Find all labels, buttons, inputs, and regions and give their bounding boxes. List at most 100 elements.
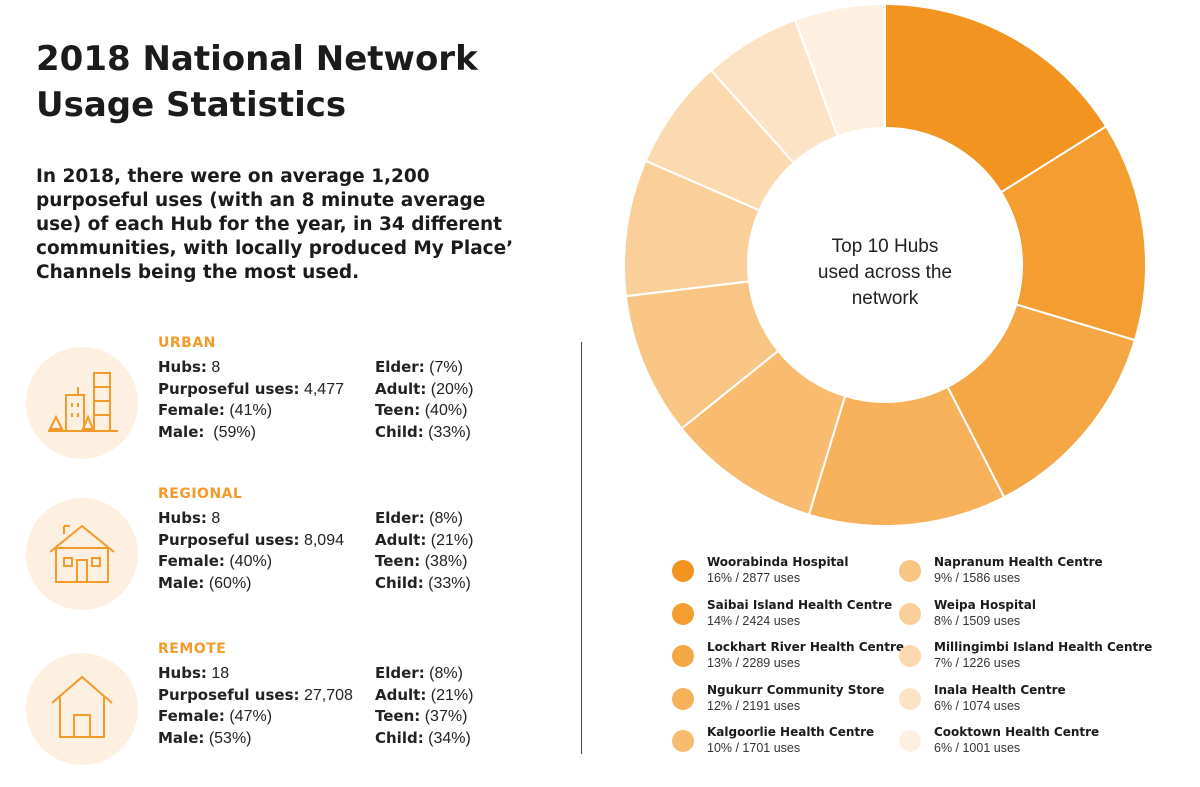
legend-item: Lockhart River Health Centre 13% / 2289 u… bbox=[672, 640, 912, 676]
stat-label: Elder: bbox=[375, 358, 425, 376]
legend-swatch bbox=[899, 560, 921, 582]
legend-name: Woorabinda Hospital bbox=[707, 555, 849, 569]
stat-label: Elder: bbox=[375, 664, 425, 682]
stat-label: Female: bbox=[158, 707, 225, 725]
hut-icon bbox=[26, 653, 138, 765]
legend-name: Inala Health Centre bbox=[934, 682, 1066, 697]
page-title: 2018 National Network Usage Statistics bbox=[36, 39, 478, 125]
stats-column-left: Hubs: 8 Purposeful uses: 4,477 Female: (41… bbox=[158, 357, 344, 443]
category-urban: URBAN Hubs: 8 Purposeful uses: 4,477 Female… bbox=[0, 335, 560, 460]
stat-value: (20%) bbox=[426, 380, 474, 398]
stat-label: Teen: bbox=[375, 401, 421, 419]
stat-line: Purposeful uses: 8,094 bbox=[158, 530, 344, 552]
category-name: REMOTE bbox=[158, 641, 227, 657]
stat-label: Child: bbox=[375, 573, 424, 592]
stat-label: Purposeful uses: bbox=[158, 379, 300, 398]
stat-value: (47%) bbox=[224, 708, 273, 725]
legend-value: 12% / 2191 uses bbox=[707, 698, 801, 713]
intro-paragraph: In 2018, there were on average 1,200 pur… bbox=[36, 166, 514, 283]
legend-name: Kalgoorlie Health Centre bbox=[707, 725, 875, 739]
stat-value: (33%) bbox=[423, 574, 471, 592]
stat-value: (40%) bbox=[224, 553, 273, 570]
stat-value: 8,094 bbox=[299, 531, 344, 549]
stat-label: Adult: bbox=[375, 685, 427, 704]
stats-column-right: Elder: (8%) Adult: (21%) Teen: (37%) Child:… bbox=[375, 663, 473, 749]
stat-label: Teen: bbox=[375, 707, 421, 725]
stats-column-right: Elder: (7%) Adult: (20%) Teen: (40%) Child:… bbox=[375, 357, 473, 443]
stat-line: Child: (33%) bbox=[375, 422, 473, 444]
stat-value: (34%) bbox=[423, 729, 471, 747]
donut-slice bbox=[999, 125, 1145, 342]
category-remote: REMOTE Hubs: 18 Purposeful uses: 27,708 Fem… bbox=[0, 641, 560, 766]
stat-line: Purposeful uses: 27,708 bbox=[158, 685, 353, 707]
stat-value: (59%) bbox=[204, 423, 256, 441]
city-buildings-icon bbox=[26, 347, 138, 459]
legend-item: Woorabinda Hospital 16% / 2877 uses bbox=[672, 555, 912, 591]
stat-line: Male: (53%) bbox=[158, 728, 353, 750]
stat-line: Child: (33%) bbox=[375, 573, 473, 595]
stat-value: (7%) bbox=[424, 359, 463, 376]
legend-swatch bbox=[672, 645, 694, 667]
category-name: REGIONAL bbox=[158, 486, 243, 502]
stat-value: (21%) bbox=[426, 531, 474, 549]
stat-value: (8%) bbox=[424, 510, 463, 527]
stat-line: Adult: (21%) bbox=[375, 530, 473, 552]
stat-value: (21%) bbox=[426, 686, 474, 704]
legend-value: 6% / 1001 uses bbox=[934, 741, 1021, 755]
stat-label: Purposeful uses: bbox=[158, 685, 300, 704]
stat-value: (60%) bbox=[204, 574, 252, 592]
stat-line: Female: (41%) bbox=[158, 400, 344, 422]
category-name: URBAN bbox=[158, 335, 216, 351]
legend-swatch bbox=[672, 602, 694, 625]
category-regional: REGIONAL Hubs: 8 Purposeful uses: 8,094 Fem… bbox=[0, 486, 560, 611]
stat-value: (33%) bbox=[423, 423, 471, 441]
stat-line: Male: (59%) bbox=[158, 422, 344, 444]
stat-line: Male: (60%) bbox=[158, 573, 344, 595]
stat-value: (37%) bbox=[420, 708, 468, 725]
stat-value: 8 bbox=[206, 359, 221, 376]
stat-value: (38%) bbox=[420, 553, 468, 570]
stat-value: (41%) bbox=[224, 402, 273, 419]
legend-value: 14% / 2424 uses bbox=[707, 613, 801, 628]
legend-swatch bbox=[899, 645, 921, 667]
stat-value: 27,708 bbox=[299, 686, 353, 704]
stats-column-right: Elder: (8%) Adult: (21%) Teen: (38%) Child:… bbox=[375, 508, 473, 594]
house-with-chimney-icon bbox=[26, 498, 138, 610]
legend-value: 6% / 1074 uses bbox=[934, 698, 1021, 713]
stats-column-left: Hubs: 8 Purposeful uses: 8,094 Female: (40… bbox=[158, 508, 344, 594]
stat-line: Elder: (8%) bbox=[375, 663, 473, 685]
stat-label: Purposeful uses: bbox=[158, 530, 300, 549]
legend-swatch bbox=[672, 687, 694, 710]
stat-line: Hubs: 18 bbox=[158, 663, 353, 685]
stat-line: Child: (34%) bbox=[375, 728, 473, 750]
legend-name: Weipa Hospital bbox=[934, 597, 1037, 612]
section-divider bbox=[581, 342, 582, 754]
legend-swatch bbox=[672, 560, 694, 582]
legend-item: Ngukurr Community Store 12% / 2191 uses bbox=[672, 683, 912, 719]
legend-item: Cooktown Health Centre 6% / 1001 uses bbox=[899, 725, 1139, 761]
stat-line: Elder: (8%) bbox=[375, 508, 473, 530]
stat-label: Male: bbox=[158, 422, 205, 441]
donut-chart: Top 10 Hubs used across the network bbox=[625, 5, 1145, 525]
legend-item: Kalgoorlie Health Centre 10% / 1701 uses bbox=[672, 725, 912, 761]
legend-name: Lockhart River Health Centre bbox=[707, 640, 904, 654]
stats-column-left: Hubs: 18 Purposeful uses: 27,708 Female: (… bbox=[158, 663, 353, 749]
legend-value: 10% / 1701 uses bbox=[707, 741, 801, 755]
stat-label: Child: bbox=[375, 422, 424, 441]
stat-value: 8 bbox=[206, 510, 221, 527]
legend-value: 7% / 1226 uses bbox=[934, 656, 1021, 670]
legend-name: Napranum Health Centre bbox=[934, 555, 1103, 569]
stat-label: Teen: bbox=[375, 552, 421, 570]
legend-item: Inala Health Centre 6% / 1074 uses bbox=[899, 683, 1139, 719]
donut-center-label: Top 10 Hubs used across the network bbox=[818, 236, 952, 309]
stat-line: Adult: (20%) bbox=[375, 379, 473, 401]
stat-label: Female: bbox=[158, 401, 225, 419]
legend-swatch bbox=[899, 730, 921, 752]
stat-line: Female: (47%) bbox=[158, 706, 353, 728]
stat-label: Child: bbox=[375, 728, 424, 747]
stat-label: Adult: bbox=[375, 379, 427, 398]
stat-label: Female: bbox=[158, 552, 225, 570]
legend-value: 8% / 1509 uses bbox=[934, 613, 1021, 628]
stat-line: Elder: (7%) bbox=[375, 357, 473, 379]
chart-legend: Woorabinda Hospital 16% / 2877 uses Saibai… bbox=[672, 555, 1192, 765]
